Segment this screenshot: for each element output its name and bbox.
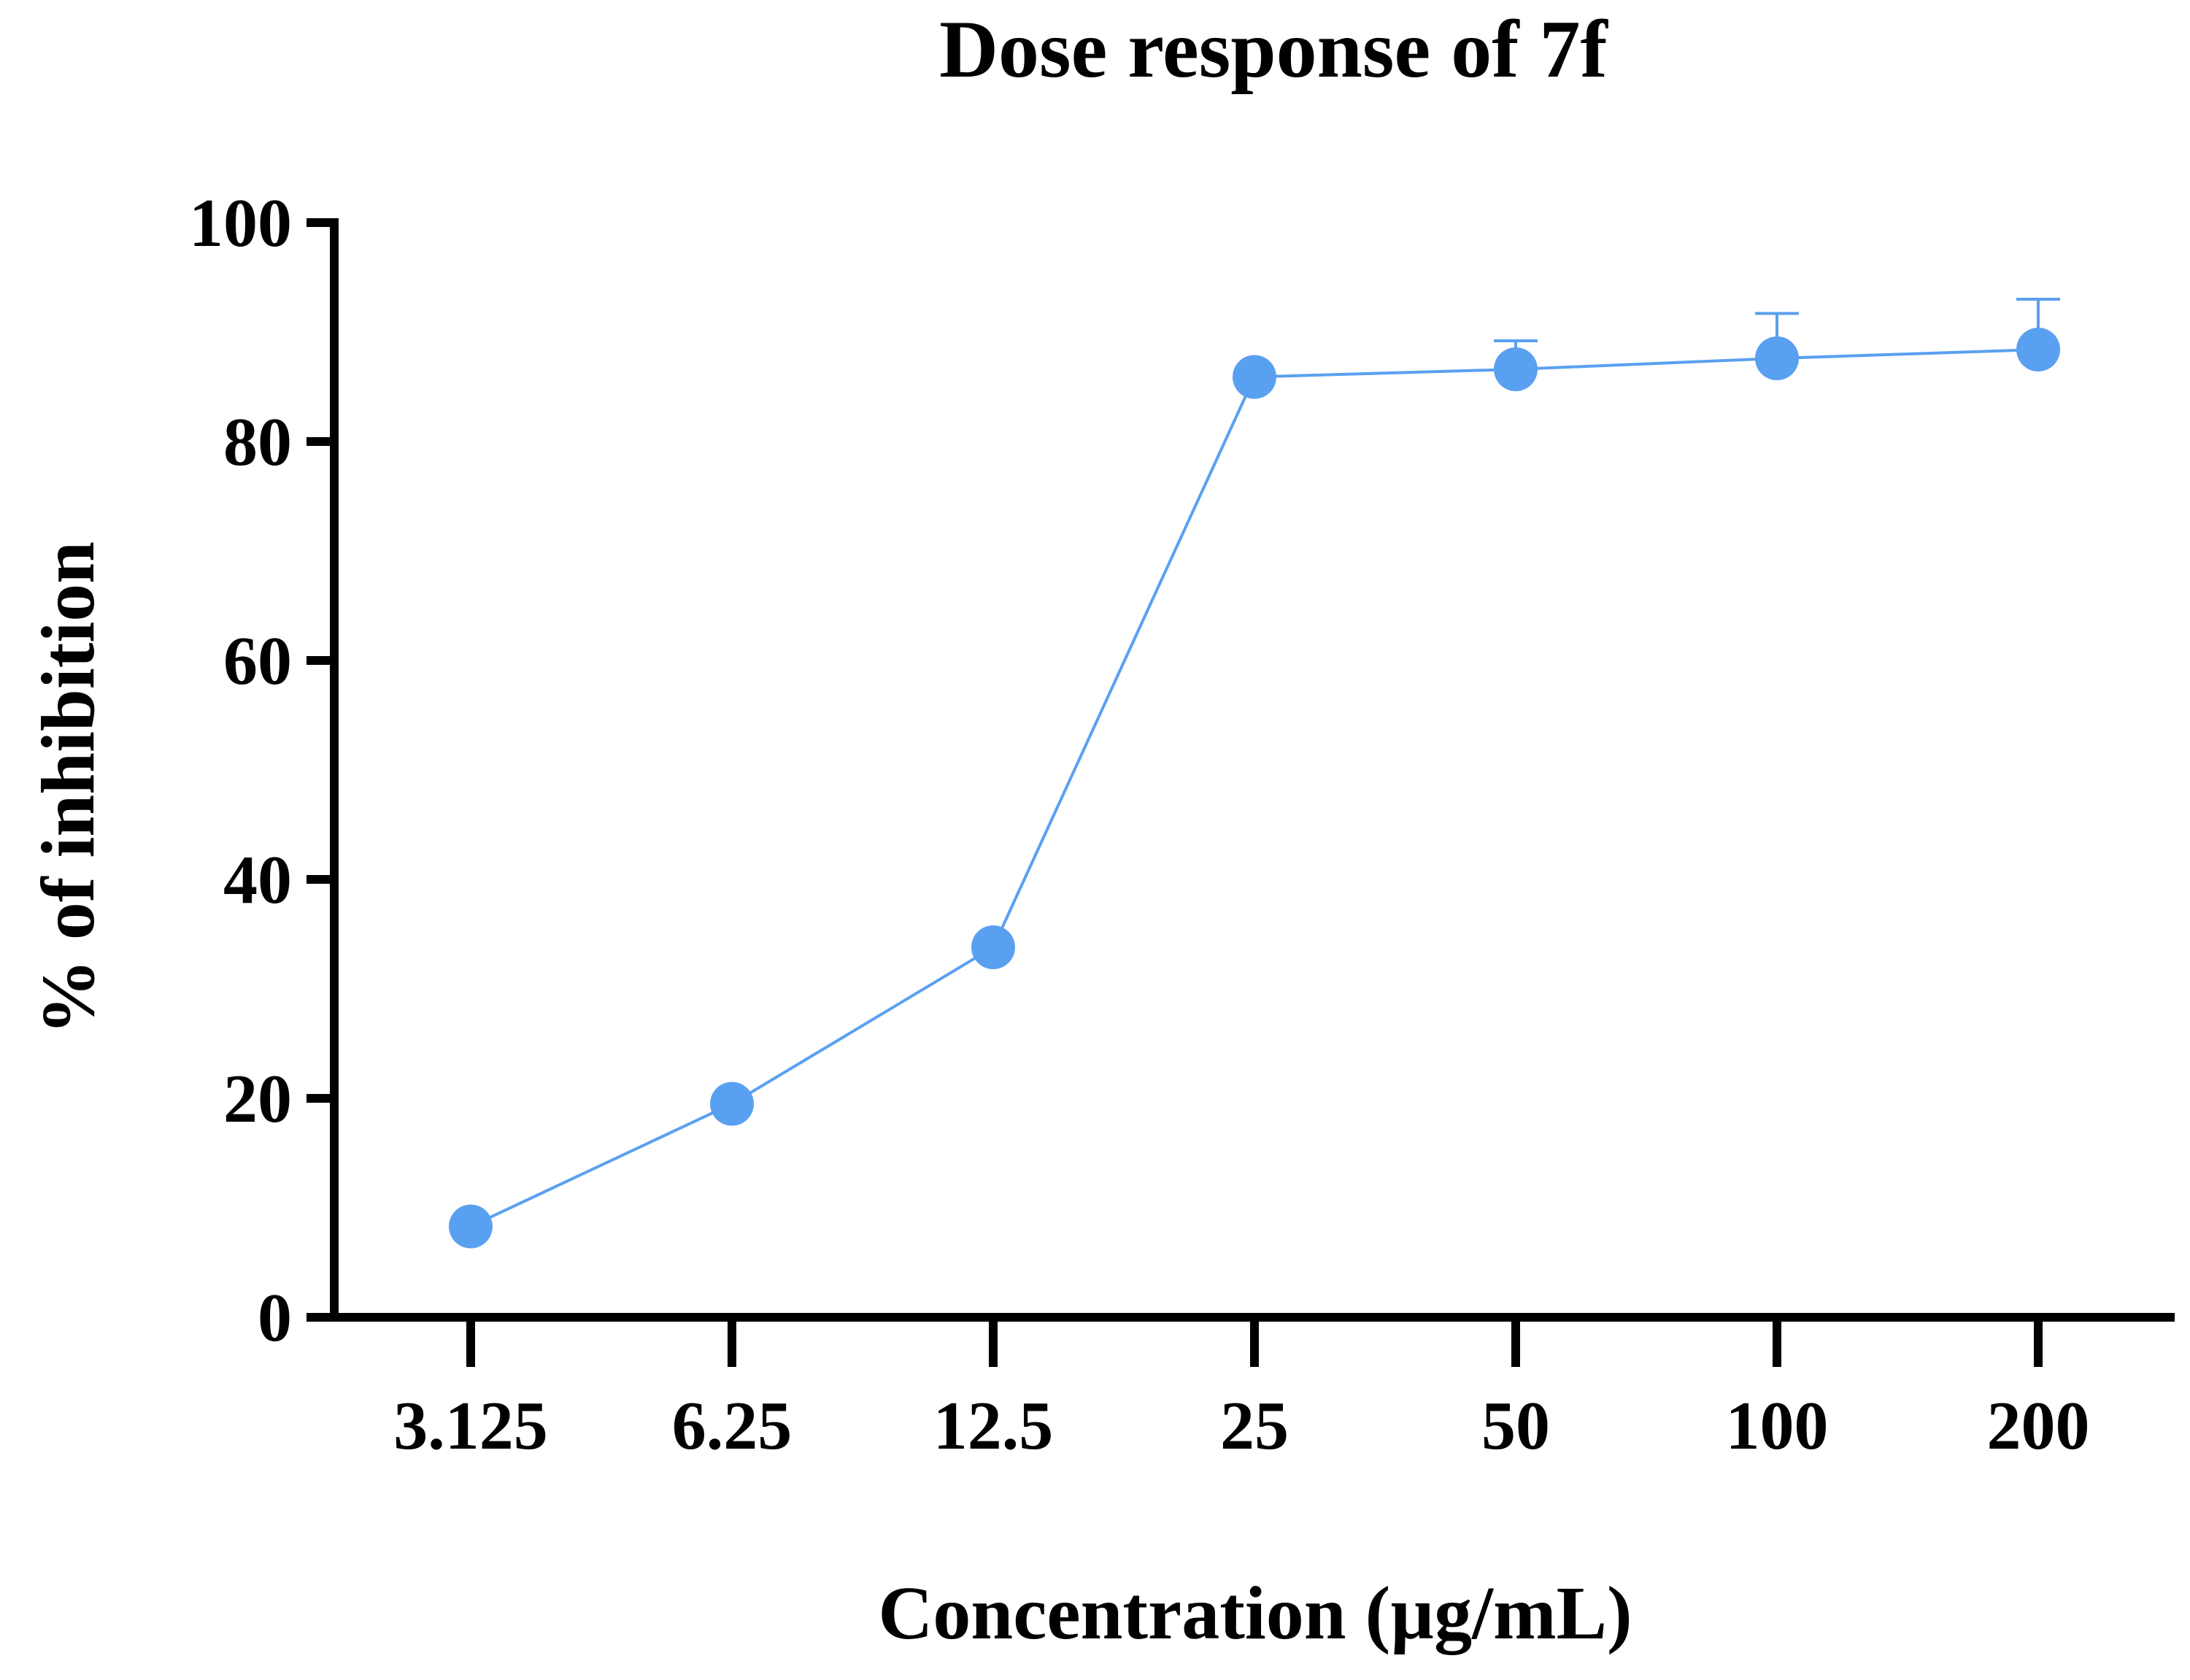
data-point bbox=[1233, 355, 1276, 399]
y-tick-label: 0 bbox=[258, 1280, 292, 1356]
data-point bbox=[449, 1204, 493, 1249]
x-tick-label: 12.5 bbox=[933, 1388, 1054, 1464]
y-axis-label: % of inhibition bbox=[26, 542, 110, 1035]
series-layer bbox=[449, 298, 2060, 1249]
y-tick-label: 100 bbox=[189, 185, 292, 261]
y-tick-label: 60 bbox=[223, 623, 292, 699]
data-point bbox=[971, 925, 1015, 969]
y-tick-label: 80 bbox=[223, 404, 292, 480]
x-tick-label: 200 bbox=[1987, 1388, 2090, 1464]
x-ticks: 3.125 6.25 12.5 25 50 100 200 bbox=[393, 1317, 2090, 1464]
x-tick-label: 3.125 bbox=[393, 1388, 548, 1464]
x-tick-label: 6.25 bbox=[672, 1388, 793, 1464]
x-tick-label: 50 bbox=[1481, 1388, 1550, 1464]
data-point bbox=[1494, 347, 1538, 391]
data-point bbox=[2016, 328, 2060, 371]
data-point bbox=[1755, 336, 1799, 380]
data-point bbox=[710, 1082, 754, 1126]
x-tick-label: 100 bbox=[1726, 1388, 1829, 1464]
x-axis-label: Concentration (µg/mL) bbox=[878, 1571, 1632, 1655]
x-tick-label: 25 bbox=[1220, 1388, 1289, 1464]
y-tick-label: 20 bbox=[223, 1061, 292, 1137]
y-ticks: 0 20 40 60 80 100 bbox=[189, 185, 334, 1356]
chart-title: Dose response of 7f bbox=[939, 4, 1608, 95]
y-tick-label: 40 bbox=[223, 842, 292, 918]
series-line bbox=[470, 348, 2039, 1228]
